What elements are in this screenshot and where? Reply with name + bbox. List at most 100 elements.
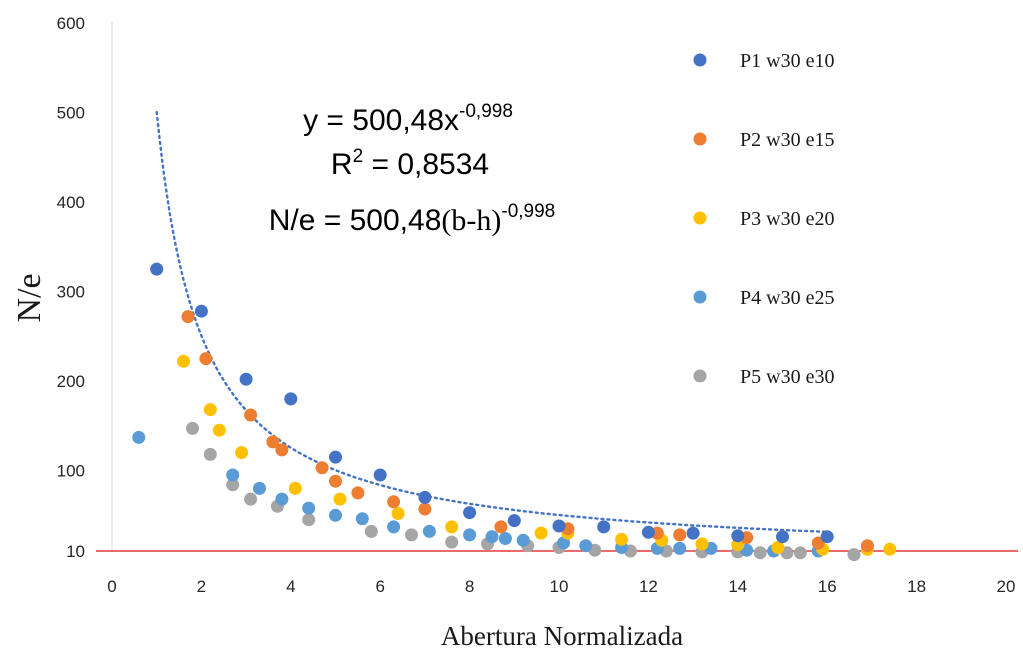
legend-marker xyxy=(693,53,707,67)
data-point xyxy=(557,536,570,550)
data-point xyxy=(132,430,146,444)
data-point xyxy=(329,474,342,488)
data-point xyxy=(731,538,745,552)
data-point xyxy=(463,506,477,520)
data-point xyxy=(793,546,807,560)
data-point xyxy=(405,528,418,542)
legend-marker xyxy=(693,132,707,146)
legend-marker xyxy=(693,290,707,304)
y-tick-label: 500 xyxy=(57,104,85,123)
data-point xyxy=(615,532,629,546)
data-point xyxy=(507,514,521,528)
data-point xyxy=(284,392,298,406)
y-tick-labels: 10 100 200 300 400 500 600 xyxy=(57,14,85,561)
data-point xyxy=(275,492,289,506)
legend-label: P5 w30 e30 xyxy=(740,366,834,388)
data-point xyxy=(239,372,253,386)
x-tick-label: 8 xyxy=(465,577,474,596)
y-axis-label: N/e xyxy=(11,273,48,322)
legend-label: P2 w30 e15 xyxy=(740,129,834,151)
y-tick-label: 100 xyxy=(57,462,85,481)
data-point xyxy=(422,524,436,538)
data-point xyxy=(387,495,401,509)
y-tick-label: 10 xyxy=(66,542,85,561)
data-point xyxy=(494,520,508,534)
data-point xyxy=(686,526,700,540)
data-point xyxy=(552,519,566,533)
legend-label: P1 w30 e10 xyxy=(740,50,834,72)
data-point xyxy=(771,541,785,554)
data-point xyxy=(673,528,687,542)
y-tick-label: 200 xyxy=(57,372,85,391)
data-point xyxy=(445,535,459,549)
y-tick-label: 600 xyxy=(57,14,85,33)
data-point xyxy=(534,526,548,540)
data-point xyxy=(203,403,217,417)
legend: P1 w30 e10 P2 w30 e15 P3 w30 e20 P4 w30 e25… xyxy=(693,50,834,388)
x-tick-label: 20 xyxy=(997,577,1016,596)
equation-r-squared: R2 = 0,8534 xyxy=(331,146,489,181)
data-point xyxy=(597,520,611,534)
data-point xyxy=(212,423,226,437)
data-point xyxy=(463,528,477,542)
data-point xyxy=(288,481,302,495)
data-point xyxy=(329,508,342,522)
data-point xyxy=(226,468,240,482)
data-point xyxy=(373,468,387,482)
data-point xyxy=(516,533,530,547)
x-tick-label: 18 xyxy=(907,577,926,596)
data-point xyxy=(820,530,834,544)
data-point xyxy=(355,512,369,526)
y-tick-label: 300 xyxy=(57,283,85,302)
data-point xyxy=(418,490,432,504)
data-point xyxy=(364,524,378,538)
data-point xyxy=(150,262,164,276)
data-point xyxy=(351,486,365,500)
legend-marker xyxy=(693,369,707,383)
equation-n-over-e: N/e = 500,48(b-h)-0,998 xyxy=(269,201,556,237)
data-point xyxy=(315,461,329,475)
data-point xyxy=(498,532,512,545)
data-point xyxy=(275,443,289,457)
x-tick-label: 4 xyxy=(286,577,295,596)
data-point xyxy=(753,546,767,560)
equation-power: y = 500,48x-0,998 xyxy=(303,101,513,137)
data-point xyxy=(199,352,213,366)
legend-marker xyxy=(693,211,707,225)
legend-label: P3 w30 e20 xyxy=(740,208,834,230)
data-point xyxy=(485,530,499,544)
y-tick-label: 400 xyxy=(57,193,85,212)
data-point xyxy=(673,541,687,555)
data-point xyxy=(731,529,745,543)
legend-label: P4 w30 e25 xyxy=(740,287,834,309)
x-tick-label: 0 xyxy=(107,577,116,596)
x-tick-label: 2 xyxy=(197,577,206,596)
trendline xyxy=(155,110,829,533)
x-tick-label: 12 xyxy=(639,577,658,596)
data-point xyxy=(244,492,258,506)
data-point xyxy=(776,530,789,544)
data-point xyxy=(418,502,432,516)
x-tick-label: 10 xyxy=(550,577,569,596)
x-tick-label: 14 xyxy=(728,577,747,596)
data-point xyxy=(266,435,280,449)
data-point xyxy=(641,525,655,539)
data-point xyxy=(695,537,709,551)
data-point xyxy=(177,354,190,368)
data-point xyxy=(391,507,405,520)
data-point xyxy=(235,446,249,460)
x-tick-label: 16 xyxy=(818,577,837,596)
data-point xyxy=(302,501,316,515)
data-point xyxy=(181,310,195,324)
data-point xyxy=(329,450,342,464)
data-point xyxy=(860,539,874,553)
x-tick-labels: 0 2 4 6 8 10 12 14 16 18 20 xyxy=(107,577,1015,596)
data-point xyxy=(194,304,208,318)
x-tick-label: 6 xyxy=(375,577,384,596)
data-point xyxy=(186,421,199,435)
x-axis-label: Abertura Normalizada xyxy=(441,621,683,651)
data-point xyxy=(302,513,316,527)
data-point xyxy=(445,520,459,534)
data-point xyxy=(203,447,217,461)
